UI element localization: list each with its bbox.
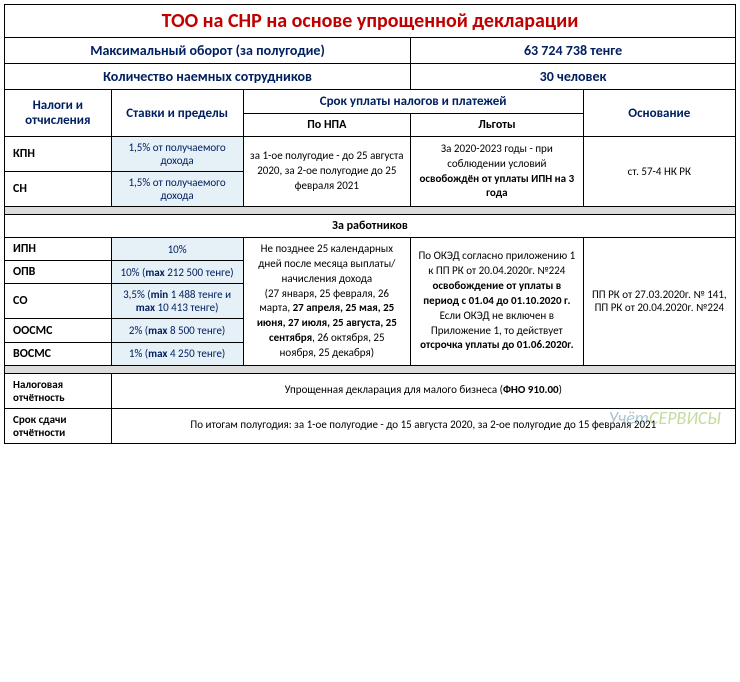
turnover-value: 63 724 738 тенге xyxy=(411,38,736,64)
opv-rate: 10% (max 212 500 тенге) xyxy=(111,261,243,284)
workers-header: За работников xyxy=(5,215,736,238)
s1-deadline: за 1-ое полугодие - до 25 августа 2020, … xyxy=(243,137,411,207)
kpn-label: КПН xyxy=(5,137,112,172)
page-title: ТОО на СНР на основе упрощенной декларац… xyxy=(5,5,736,38)
col-taxes: Налоги и отчисления xyxy=(5,90,112,137)
vosms-label: ВОСМС xyxy=(5,342,112,365)
workers-header-row: За работников xyxy=(5,215,736,238)
s2-deadline: Не позднее 25 календарных дней после мес… xyxy=(243,238,411,366)
col-npa: По НПА xyxy=(243,114,411,137)
report-deadline-value: По итогам полугодия: за 1-ое полугодие -… xyxy=(111,408,735,443)
sn-rate: 1,5% от получаемого дохода xyxy=(111,172,243,207)
ipn-row: ИПН 10% Не позднее 25 календарных дней п… xyxy=(5,238,736,261)
employees-label: Количество наемных сотрудников xyxy=(5,64,411,90)
ipn-label: ИПН xyxy=(5,238,112,261)
tax-report-value: Упрощенная декларация для малого бизнеса… xyxy=(111,373,735,408)
s2-basis: ПП РК от 27.03.2020г. № 141, ПП РК от 20… xyxy=(583,238,735,366)
turnover-row: Максимальный оборот (за полугодие) 63 72… xyxy=(5,38,736,64)
report-deadline-label: Срок сдачи отчётности xyxy=(5,408,112,443)
kpn-rate: 1,5% от получаемого дохода xyxy=(111,137,243,172)
col-benefits: Льготы xyxy=(411,114,584,137)
oosms-rate: 2% (max 8 500 тенге) xyxy=(111,319,243,342)
tax-report-label: Налоговая отчётность xyxy=(5,373,112,408)
turnover-label: Максимальный оборот (за полугодие) xyxy=(5,38,411,64)
oosms-label: ООСМС xyxy=(5,319,112,342)
ipn-rate: 10% xyxy=(111,238,243,261)
sn-label: СН xyxy=(5,172,112,207)
gray-divider-1 xyxy=(5,207,736,215)
s2-benefit: По ОКЭД согласно приложению 1 к ПП РК от… xyxy=(411,238,584,366)
column-header-row-1: Налоги и отчисления Ставки и пределы Сро… xyxy=(5,90,736,114)
tax-report-row: Налоговая отчётность Упрощенная декларац… xyxy=(5,373,736,408)
title-row: ТОО на СНР на основе упрощенной декларац… xyxy=(5,5,736,38)
employees-row: Количество наемных сотрудников 30 челове… xyxy=(5,64,736,90)
report-deadline-row: Срок сдачи отчётности По итогам полугоди… xyxy=(5,408,736,443)
col-basis: Основание xyxy=(583,90,735,137)
vosms-rate: 1% (max 4 250 тенге) xyxy=(111,342,243,365)
gray-divider-2 xyxy=(5,365,736,373)
opv-label: ОПВ xyxy=(5,261,112,284)
so-rate: 3,5% (min 1 488 тенге и max 10 413 тенге… xyxy=(111,284,243,319)
tax-table: ТОО на СНР на основе упрощенной декларац… xyxy=(4,4,736,444)
s1-basis: ст. 57-4 НК РК xyxy=(583,137,735,207)
employees-value: 30 человек xyxy=(411,64,736,90)
so-label: СО xyxy=(5,284,112,319)
col-deadline: Срок уплаты налогов и платежей xyxy=(243,90,583,114)
s1-benefit: За 2020-2023 годы - при соблюдении услов… xyxy=(411,137,584,207)
col-rates: Ставки и пределы xyxy=(111,90,243,137)
kpn-row: КПН 1,5% от получаемого дохода за 1-ое п… xyxy=(5,137,736,172)
